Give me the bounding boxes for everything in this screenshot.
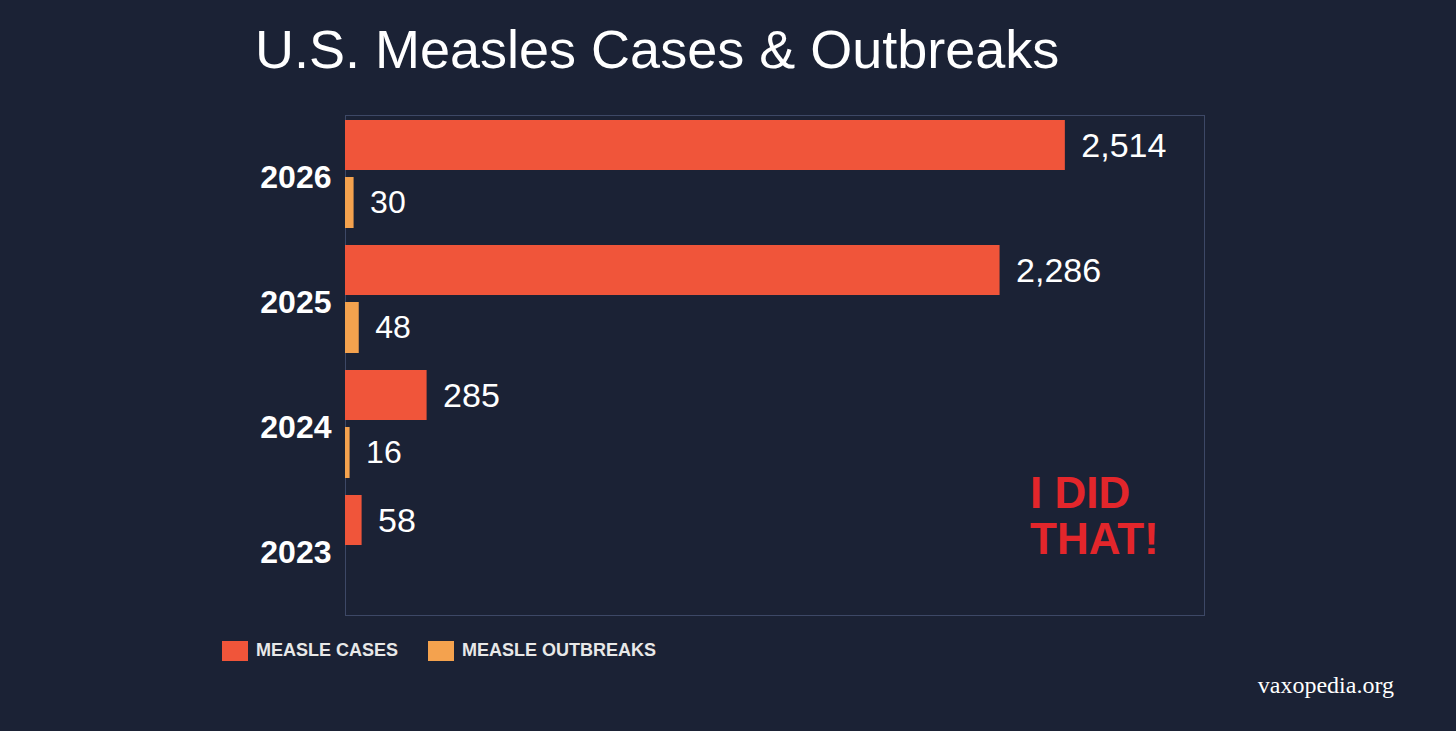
html-text:MEASLE CASES: MEASLE CASES (256, 640, 398, 660)
svg-text:285: 285 (443, 376, 500, 414)
html-text:I DID THAT!: I DID THAT! (1030, 468, 1159, 564)
html-text:U.S. Measles Cases & Outbreaks: U.S. Measles Cases & Outbreaks (255, 19, 1060, 79)
svg-text:2,286: 2,286 (1016, 251, 1101, 289)
svg-text:16: 16 (366, 434, 402, 470)
svg-text:48: 48 (375, 309, 411, 345)
svg-text:2026: 2026 (260, 159, 331, 195)
svg-text:2024: 2024 (260, 409, 331, 445)
html-text:vaxopedia.org: vaxopedia.org (1257, 672, 1394, 698)
svg-text:2023: 2023 (260, 534, 331, 570)
svg-text:2,514: 2,514 (1081, 126, 1166, 164)
svg-text:2025: 2025 (260, 284, 331, 320)
html-text:MEASLE OUTBREAKS: MEASLE OUTBREAKS (462, 640, 656, 660)
svg-text:58: 58 (378, 501, 416, 539)
svg-text:30: 30 (370, 184, 406, 220)
